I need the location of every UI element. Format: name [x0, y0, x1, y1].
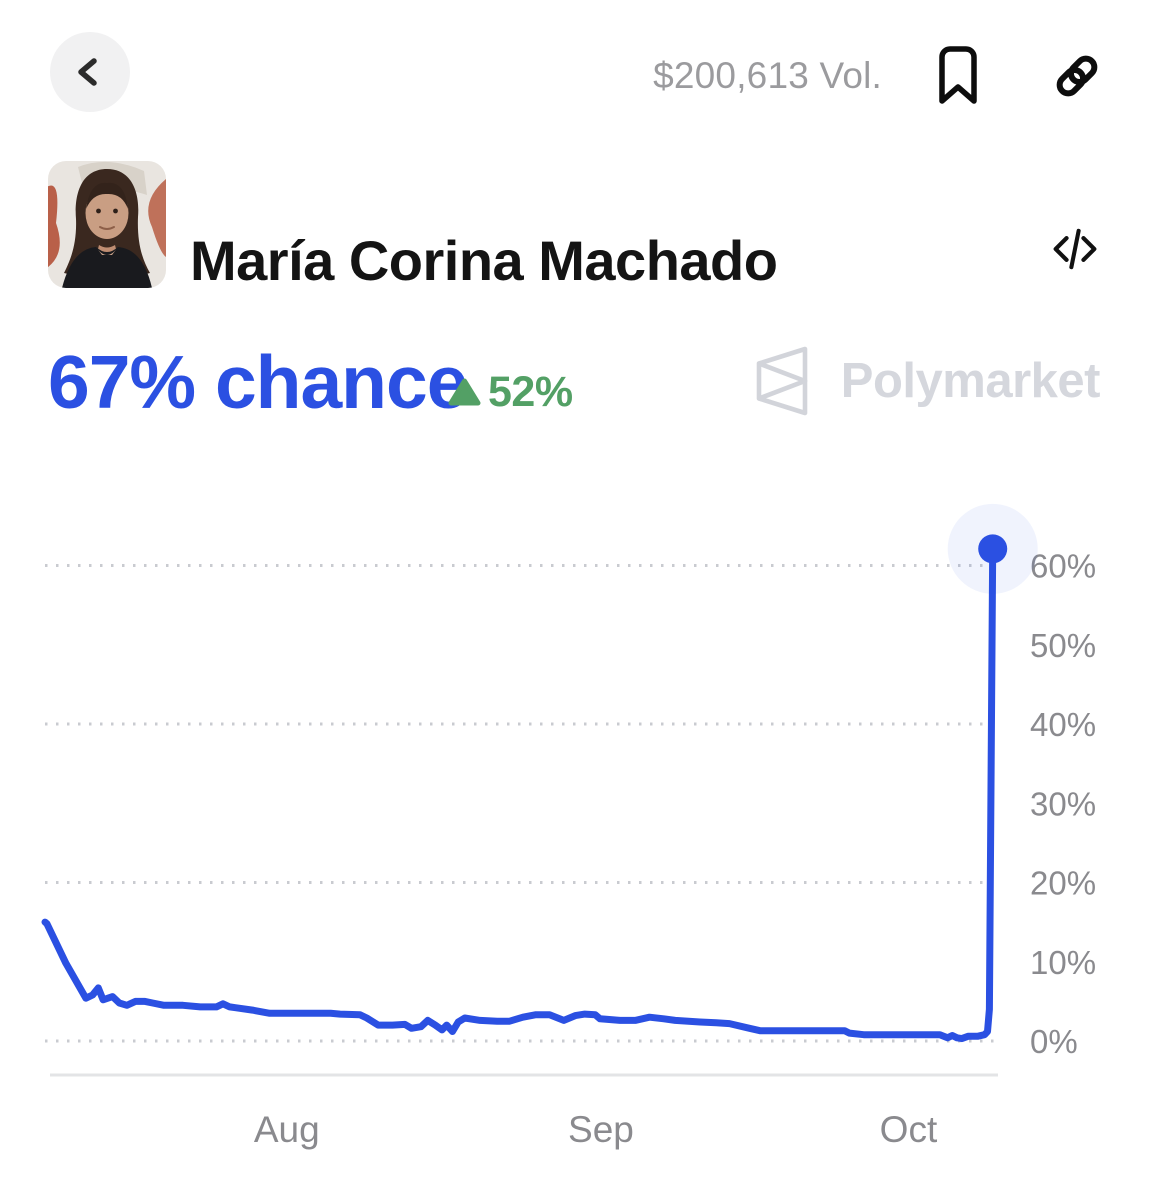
chevron-left-icon [78, 58, 97, 86]
y-axis-label: 60% [1030, 548, 1096, 585]
x-axis-label: Aug [254, 1109, 320, 1150]
change-badge: 52% [448, 368, 573, 417]
bookmark-icon [939, 46, 977, 104]
chance-label: 67% chance [48, 340, 468, 424]
y-axis-label: 20% [1030, 865, 1096, 902]
embed-code-button[interactable] [1046, 220, 1104, 278]
polymarket-logo: Polymarket [752, 346, 1101, 416]
price-line [41, 545, 997, 1043]
market-title: María Corina Machado [190, 228, 778, 292]
x-axis-label: Oct [880, 1109, 938, 1150]
avatar-portrait [48, 161, 166, 288]
polymarket-wordmark: Polymarket [840, 354, 1101, 408]
volume-label: $200,613 Vol. [653, 55, 882, 96]
y-axis-label: 30% [1030, 785, 1096, 822]
topbar-actions: $200,613 Vol. [653, 30, 1104, 122]
y-axis-label: 0% [1030, 1023, 1078, 1060]
y-axis-label: 40% [1030, 706, 1096, 743]
price-chart[interactable]: 60% 50% 40% 30% 20% 10% 0% Aug Sep Oct [0, 470, 1170, 1198]
back-button[interactable] [50, 32, 130, 112]
code-icon [1053, 228, 1097, 270]
y-axis-label: 10% [1030, 944, 1096, 981]
polymarket-icon [756, 346, 808, 416]
avatar [48, 161, 166, 288]
y-axis-label: 50% [1030, 627, 1096, 664]
bookmark-button[interactable] [938, 46, 978, 106]
link-icon [1056, 55, 1098, 97]
x-axis-label: Sep [568, 1109, 634, 1150]
triangle-up-icon [448, 378, 481, 406]
change-value: 52% [488, 368, 573, 416]
share-link-button[interactable] [1050, 49, 1104, 103]
end-marker-dot [978, 534, 1008, 564]
